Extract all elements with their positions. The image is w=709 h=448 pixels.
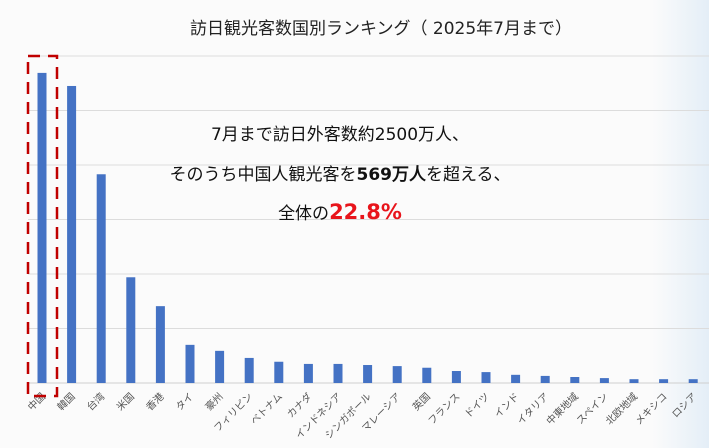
bar-メキシコ (659, 379, 669, 383)
bar-フィリピン (244, 357, 254, 383)
bar-韓国 (67, 85, 77, 383)
bar-シンガポール (363, 365, 373, 383)
x-tick-label: 韓国 (55, 391, 78, 414)
bar-タイ (185, 344, 195, 383)
bar-米国 (126, 277, 136, 383)
annotation-line-2: そのうち中国人観光客を569万人を超える、 (110, 160, 570, 185)
bar-インド (511, 374, 521, 383)
annotation-text: を超える、 (426, 165, 511, 185)
annotation-line-3: 全体の22.8% (110, 199, 570, 224)
bar-スペイン (599, 378, 609, 383)
x-tick-label: ベトナム (248, 391, 285, 428)
annotation-percentage: 22.8% (329, 200, 402, 224)
bar-台湾 (96, 174, 106, 383)
x-tick-label: カナダ (284, 390, 314, 420)
bar-豪州 (215, 350, 225, 383)
x-tick-label: ドイツ (463, 391, 492, 420)
bar-ロシア (688, 379, 698, 383)
x-tick-label: フランス (426, 391, 463, 428)
x-tick-label: メキシコ (634, 391, 670, 427)
annotation-text: 全体の (278, 204, 330, 224)
bar-香港 (155, 306, 165, 383)
x-tick-label: 香港 (144, 391, 167, 414)
bar-ドイツ (481, 372, 491, 383)
bar-ベトナム (274, 361, 284, 383)
bar-英国 (422, 367, 432, 383)
bar-マレーシア (392, 366, 402, 383)
bar-フランス (451, 371, 461, 383)
x-tick-label: タイ (173, 391, 196, 414)
x-tick-label: インド (493, 391, 522, 420)
annotation-text: そのうち中国人観光客を (169, 165, 357, 185)
bar-イタリア (540, 375, 550, 383)
bar-中東地域 (570, 377, 580, 383)
chart-title: 訪日観光客数国別ランキング（ 2025年7月まで） (190, 19, 572, 39)
bar-中国 (37, 72, 47, 384)
x-tick-label: 英国 (410, 390, 433, 413)
x-tick-label: ロシア (670, 391, 699, 420)
x-tick-label: 米国 (114, 390, 137, 413)
annotation-highlight: 569万人 (356, 165, 427, 185)
x-tick-label: 台湾 (84, 390, 107, 413)
highlight-box (26, 54, 59, 398)
bar-インドネシア (333, 363, 343, 383)
x-tick-label: 中東地域 (543, 390, 580, 427)
annotation-line-1: 7月まで訪日外客数約2500万人、 (210, 125, 470, 145)
bar-カナダ (303, 363, 313, 383)
bar-北欧地域 (629, 379, 639, 383)
x-tick-label: 豪州 (202, 390, 225, 413)
